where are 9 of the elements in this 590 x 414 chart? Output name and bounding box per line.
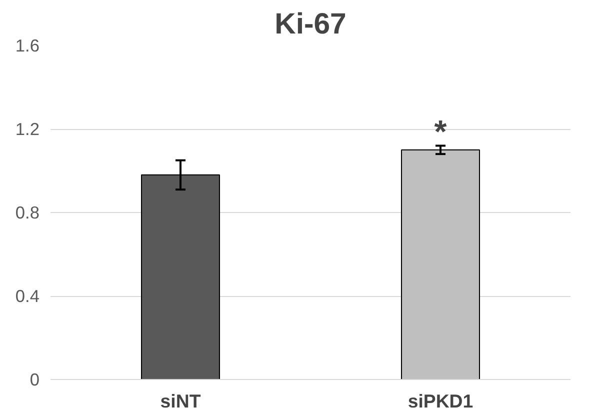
x-tick-label: siNT (160, 390, 202, 412)
y-tick-label: 1.2 (15, 119, 40, 139)
annotation: * (434, 114, 448, 150)
y-tick-label: 1.6 (15, 36, 40, 56)
y-tick-label: 0 (30, 370, 40, 390)
y-tick-label: 0.4 (15, 286, 40, 306)
y-tick-label: 0.8 (15, 202, 40, 222)
chart-title: Ki-67 (274, 8, 346, 40)
x-tick-label: siPKD1 (408, 390, 474, 412)
